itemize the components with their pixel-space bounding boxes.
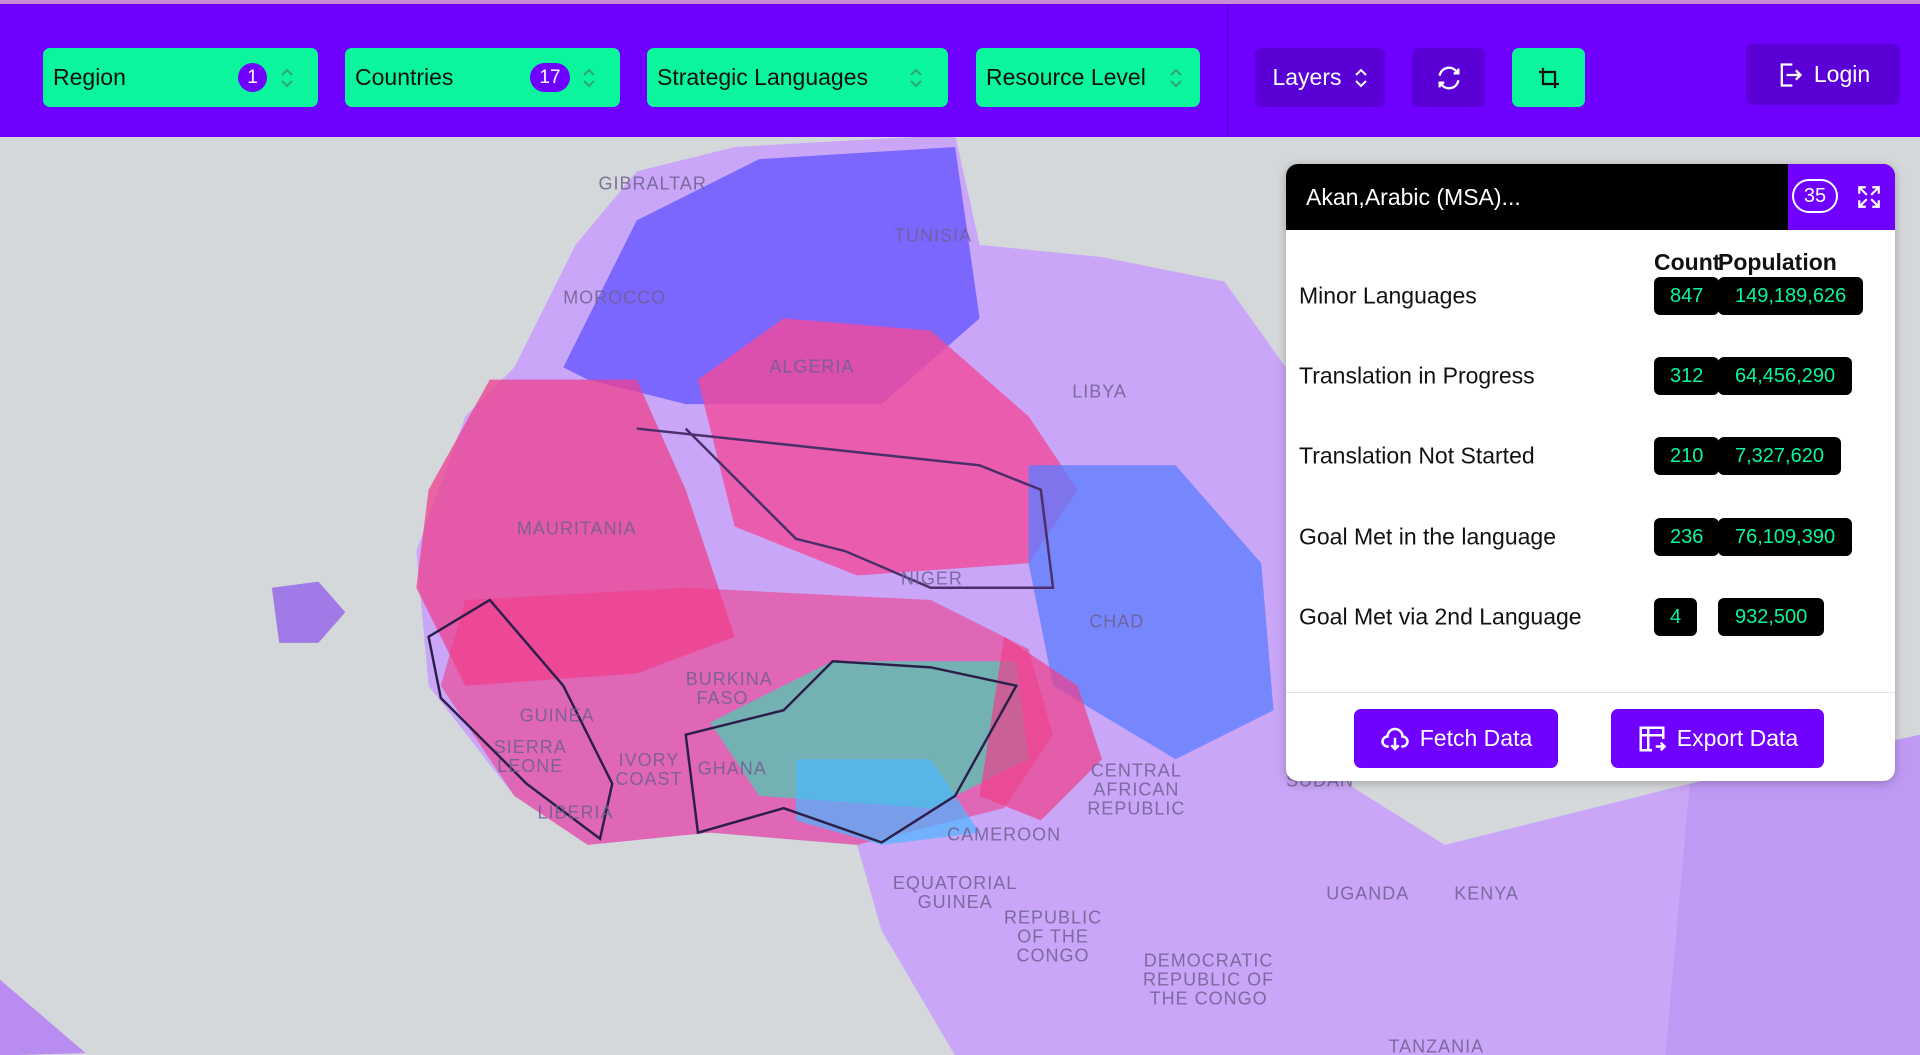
languages-filter[interactable]: Strategic Languages — [647, 48, 948, 107]
map-label: BURKINA FASO — [685, 669, 773, 709]
map-label: MOROCCO — [563, 287, 667, 308]
button-label: Export Data — [1676, 725, 1799, 751]
layers-button[interactable]: Layers — [1255, 48, 1385, 107]
count-value: 236 — [1654, 518, 1720, 556]
map-label: KENYA — [1454, 883, 1519, 904]
count-value: 210 — [1654, 437, 1720, 475]
toolbar: Region 1 Countries 17 Strategic Languages … — [0, 0, 1920, 137]
summary-panel: Akan,Arabic (MSA)... 35 Count Population… — [1286, 164, 1895, 781]
map-label: UGANDA — [1326, 883, 1410, 904]
panel-badge: 35 — [1792, 179, 1838, 213]
row-label: Goal Met in the language — [1299, 523, 1557, 550]
countries-filter[interactable]: Countries 17 — [345, 48, 620, 107]
chevron — [910, 68, 922, 88]
panel-title: Akan,Arabic (MSA)... — [1306, 184, 1521, 210]
panel-header: Akan,Arabic (MSA)... 35 — [1286, 164, 1895, 230]
panel-header-actions: 35 — [1788, 164, 1895, 230]
column-header: Count — [1654, 249, 1721, 275]
population-value: 76,109,390 — [1718, 518, 1853, 556]
column-header: Population — [1718, 249, 1837, 275]
map-label: LIBERIA — [537, 802, 614, 823]
filter-badge: 1 — [238, 63, 267, 92]
divider — [1227, 4, 1228, 137]
button-label: Layers — [1272, 64, 1342, 90]
population-value: 64,456,290 — [1718, 357, 1853, 395]
row-label: Translation Not Started — [1299, 442, 1535, 469]
map-label: GHANA — [697, 758, 767, 779]
count-value: 4 — [1654, 598, 1698, 636]
map-label: GIBRALTAR — [598, 173, 707, 194]
population-value: 7,327,620 — [1718, 437, 1841, 475]
button-label: Fetch Data — [1419, 725, 1533, 751]
map-label: TANZANIA — [1388, 1036, 1485, 1055]
map-label: LIBYA — [1072, 381, 1127, 402]
chevron — [1170, 68, 1182, 88]
map-label: TUNISIA — [894, 225, 973, 246]
map-label: CAMEROON — [947, 824, 1062, 845]
map-label: ALGERIA — [769, 356, 855, 377]
population-value: 149,189,626 — [1718, 277, 1864, 315]
count-value: 312 — [1654, 357, 1720, 395]
expand-icon[interactable] — [1856, 184, 1882, 210]
map-label: SIERRA LEONE — [493, 736, 567, 776]
map-label: CENTRAL AFRICAN REPUBLIC — [1087, 760, 1186, 819]
filter-label: Countries — [355, 64, 454, 90]
chevron — [281, 68, 293, 88]
fetch-icon — [1381, 727, 1409, 751]
row-label: Translation in Progress — [1299, 362, 1535, 389]
map-label: CHAD — [1089, 611, 1145, 632]
export-button[interactable]: Export Data — [1611, 709, 1824, 768]
button-label: Login — [1813, 61, 1871, 87]
fetch-button[interactable]: Fetch Data — [1354, 709, 1558, 768]
refresh-button[interactable] — [1412, 48, 1485, 107]
count-value: 847 — [1654, 277, 1720, 315]
map-label: NIGER — [900, 568, 963, 589]
resource-filter[interactable]: Resource Level — [976, 48, 1200, 107]
login-icon — [1780, 62, 1803, 87]
map-label: MAURITANIA — [516, 518, 637, 539]
map-label: IVORY COAST — [615, 750, 683, 790]
map-label: GUINEA — [519, 705, 595, 726]
map-label: EQUATORIAL GUINEA — [892, 872, 1018, 912]
export-icon — [1639, 726, 1667, 751]
filter-badge: 17 — [530, 63, 570, 92]
row-label: Goal Met via 2nd Language — [1299, 603, 1582, 630]
chevron — [1354, 68, 1367, 87]
map-label: DEMOCRATIC REPUBLIC OF THE CONGO — [1143, 950, 1275, 1009]
filter-label: Region — [53, 64, 126, 90]
refresh-icon — [1438, 66, 1459, 89]
chevron — [583, 68, 595, 88]
filter-label: Strategic Languages — [657, 64, 868, 90]
row-label: Minor Languages — [1299, 282, 1477, 309]
login-button[interactable]: Login — [1746, 44, 1900, 105]
filter-label: Resource Level — [986, 64, 1146, 90]
crop-button[interactable] — [1512, 48, 1585, 107]
population-value: 932,500 — [1718, 598, 1825, 636]
map-label: REPUBLIC OF THE CONGO — [1004, 907, 1103, 966]
crop-icon — [1538, 67, 1559, 88]
separator — [1286, 692, 1895, 693]
region-filter[interactable]: Region 1 — [43, 48, 318, 107]
